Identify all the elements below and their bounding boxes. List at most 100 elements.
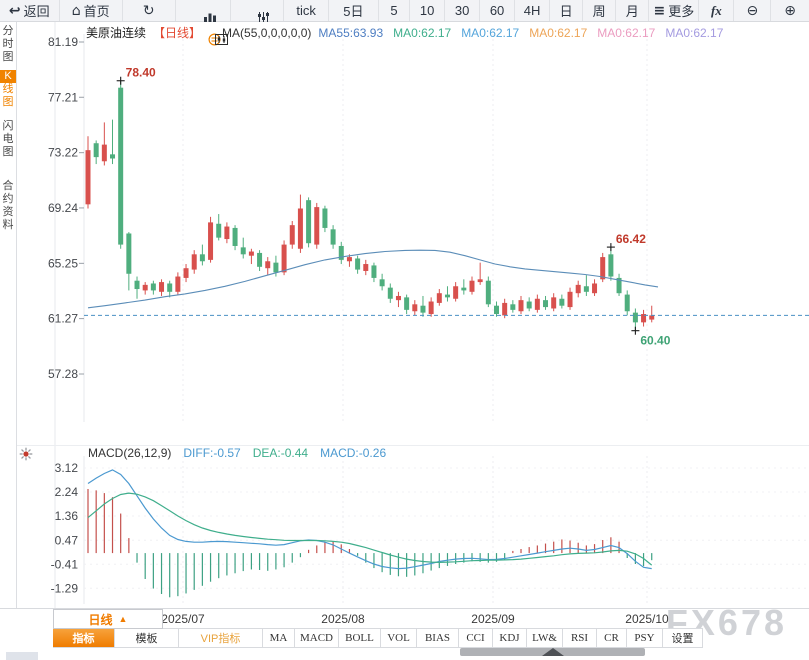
macd-chart[interactable]: 3.12 2.24 1.36 0.47 -0.41 -1.29 [17, 445, 809, 609]
sidebar-item-1[interactable]: 分时图 [2, 25, 14, 63]
period-5min-button-label: 5 [390, 3, 398, 18]
period-4h-button[interactable]: 4H [515, 0, 551, 21]
period-tick-button[interactable]: tick [284, 0, 329, 21]
x-axis-label-3: 2025/09 [471, 612, 515, 626]
period-60min-button-label: 60 [489, 3, 505, 18]
tab-VOL[interactable]: VOL [381, 629, 417, 647]
more-icon: ≡ [653, 2, 666, 19]
zoom-in-icon: ⊕ [784, 2, 796, 19]
dea-value: DEA:-0.44 [252, 446, 309, 460]
period-week-button[interactable]: 周 [583, 0, 617, 21]
svg-text:78.40: 78.40 [126, 66, 156, 80]
chart-header: 美原油连续 【日线】 MA(55,0,0,0,0,0) MA55:63.93 MA0… [86, 24, 723, 46]
ma-settings-label[interactable]: MA(55,0,0,0,0,0) [222, 25, 312, 40]
home-icon: ⌂ [71, 2, 81, 19]
ma-value-1: MA55:63.93 [318, 25, 384, 40]
partial-element [6, 652, 38, 660]
diff-value: DIFF:-0.57 [183, 446, 241, 460]
symbol-name: 美原油连续 [86, 26, 147, 40]
tab-模板[interactable]: 模板 [115, 629, 179, 647]
svg-text:65.25: 65.25 [48, 256, 78, 270]
more-button[interactable]: ≡ 更多 [649, 0, 700, 21]
chevron-up-icon: ▲ [118, 614, 128, 624]
ma-value-6: MA0:62.17 [665, 25, 724, 40]
more-button-label: 更多 [668, 4, 695, 19]
x-axis-label-1: 2025/07 [161, 612, 205, 626]
period-5day-button-label: 5日 [343, 4, 364, 19]
fx-icon: fx [710, 2, 722, 18]
ma-value-4: MA0:62.17 [529, 25, 588, 40]
period-day-button[interactable]: 日 [550, 0, 584, 21]
zoom-out-icon: ⊖ [746, 2, 759, 19]
x-axis-row: 2025/07 2025/08 2025/09 2025/10 [0, 608, 809, 628]
tab-PSY[interactable]: PSY [627, 629, 663, 647]
svg-text:69.24: 69.24 [48, 201, 78, 215]
back-button[interactable]: ↩ 返回 [0, 0, 60, 21]
period-10min-button[interactable]: 10 [410, 0, 446, 21]
zoom-out-button[interactable]: ⊖ [734, 0, 772, 21]
tab-CCI[interactable]: CCI [459, 629, 493, 647]
macd-header: MACD(26,12,9) DIFF:-0.57 DEA:-0.44 MACD:… [88, 446, 386, 460]
tab-VIP指标[interactable]: VIP指标 [179, 629, 263, 647]
tab-设置[interactable]: 设置 [663, 629, 703, 647]
svg-text:2.24: 2.24 [55, 485, 79, 499]
home-button-label: 首页 [83, 4, 110, 19]
svg-text:57.28: 57.28 [48, 367, 78, 381]
svg-text:-0.41: -0.41 [51, 557, 79, 571]
panel-expand-handle[interactable] [460, 648, 645, 656]
period-month-button[interactable]: 月 [616, 0, 650, 21]
period-tick-button-label: tick [296, 3, 316, 18]
indicator-tabbar: 指标 模板 VIP指标 MA MACD BOLL VOL BIAS CCI KDJ LW& RSI CR… [53, 628, 703, 648]
ma-values: MA55:63.93 MA0:62.17 MA0:62.17 MA0:62.17 MA0… [318, 26, 723, 40]
home-button[interactable]: ⌂ 首页 [60, 0, 123, 21]
tab-BOLL[interactable]: BOLL [339, 629, 381, 647]
period-selector-label: 日线 [88, 612, 113, 627]
svg-text:66.42: 66.42 [616, 232, 646, 246]
refresh-button[interactable]: ↻ [123, 0, 176, 21]
formula-button[interactable]: fx [699, 0, 735, 21]
tab-RSI[interactable]: RSI [563, 629, 597, 647]
svg-text:73.22: 73.22 [48, 146, 78, 160]
svg-text:60.40: 60.40 [640, 334, 670, 348]
tab-MA[interactable]: MA [263, 629, 295, 647]
sidebar-item-4[interactable]: 合约资料 [2, 180, 14, 231]
refresh-icon: ↻ [142, 2, 155, 19]
svg-text:-1.29: -1.29 [51, 581, 79, 595]
period-label: 【日线】 [153, 26, 202, 40]
tab-LW&[interactable]: LW& [527, 629, 563, 647]
period-selector[interactable]: 日线 ▲ [53, 609, 163, 629]
period-5min-button[interactable]: 5 [379, 0, 411, 21]
macd-value: MACD:-0.26 [320, 446, 387, 460]
period-month-button-label: 月 [625, 4, 639, 19]
tab-BIAS[interactable]: BIAS [417, 629, 459, 647]
candlestick-chart[interactable]: 81.19 77.21 73.22 69.24 65.25 61.27 57.28 78.40… [17, 22, 809, 445]
svg-text:3.12: 3.12 [55, 461, 79, 475]
period-30min-button[interactable]: 30 [445, 0, 481, 21]
tab-MACD[interactable]: MACD [295, 629, 339, 647]
period-4h-button-label: 4H [523, 3, 541, 18]
svg-text:77.21: 77.21 [48, 90, 78, 104]
x-axis-label-2: 2025/08 [321, 612, 365, 626]
period-60min-button[interactable]: 60 [480, 0, 516, 21]
svg-text:61.27: 61.27 [48, 312, 78, 326]
x-axis-label-4: 2025/10 [625, 612, 669, 626]
period-30min-button-label: 30 [454, 3, 470, 18]
macd-title: MACD(26,12,9) [88, 446, 172, 460]
period-10min-button-label: 10 [419, 3, 435, 18]
chart-style-button[interactable] [176, 0, 232, 22]
ma-value-2: MA0:62.17 [393, 25, 452, 40]
period-5day-button[interactable]: 5日 [329, 0, 379, 21]
svg-text:0.47: 0.47 [55, 533, 79, 547]
back-icon: ↩ [8, 2, 21, 19]
indicator-adjust-button[interactable] [231, 0, 285, 22]
tab-KDJ[interactable]: KDJ [493, 629, 527, 647]
sidebar-item-3[interactable]: 闪电图 [2, 120, 14, 158]
tab-CR[interactable]: CR [597, 629, 627, 647]
triangle-up-icon [541, 648, 564, 656]
svg-text:81.19: 81.19 [48, 35, 78, 49]
zoom-in-button[interactable]: ⊕ [771, 0, 809, 21]
tab-指标[interactable]: 指标 [53, 629, 115, 647]
